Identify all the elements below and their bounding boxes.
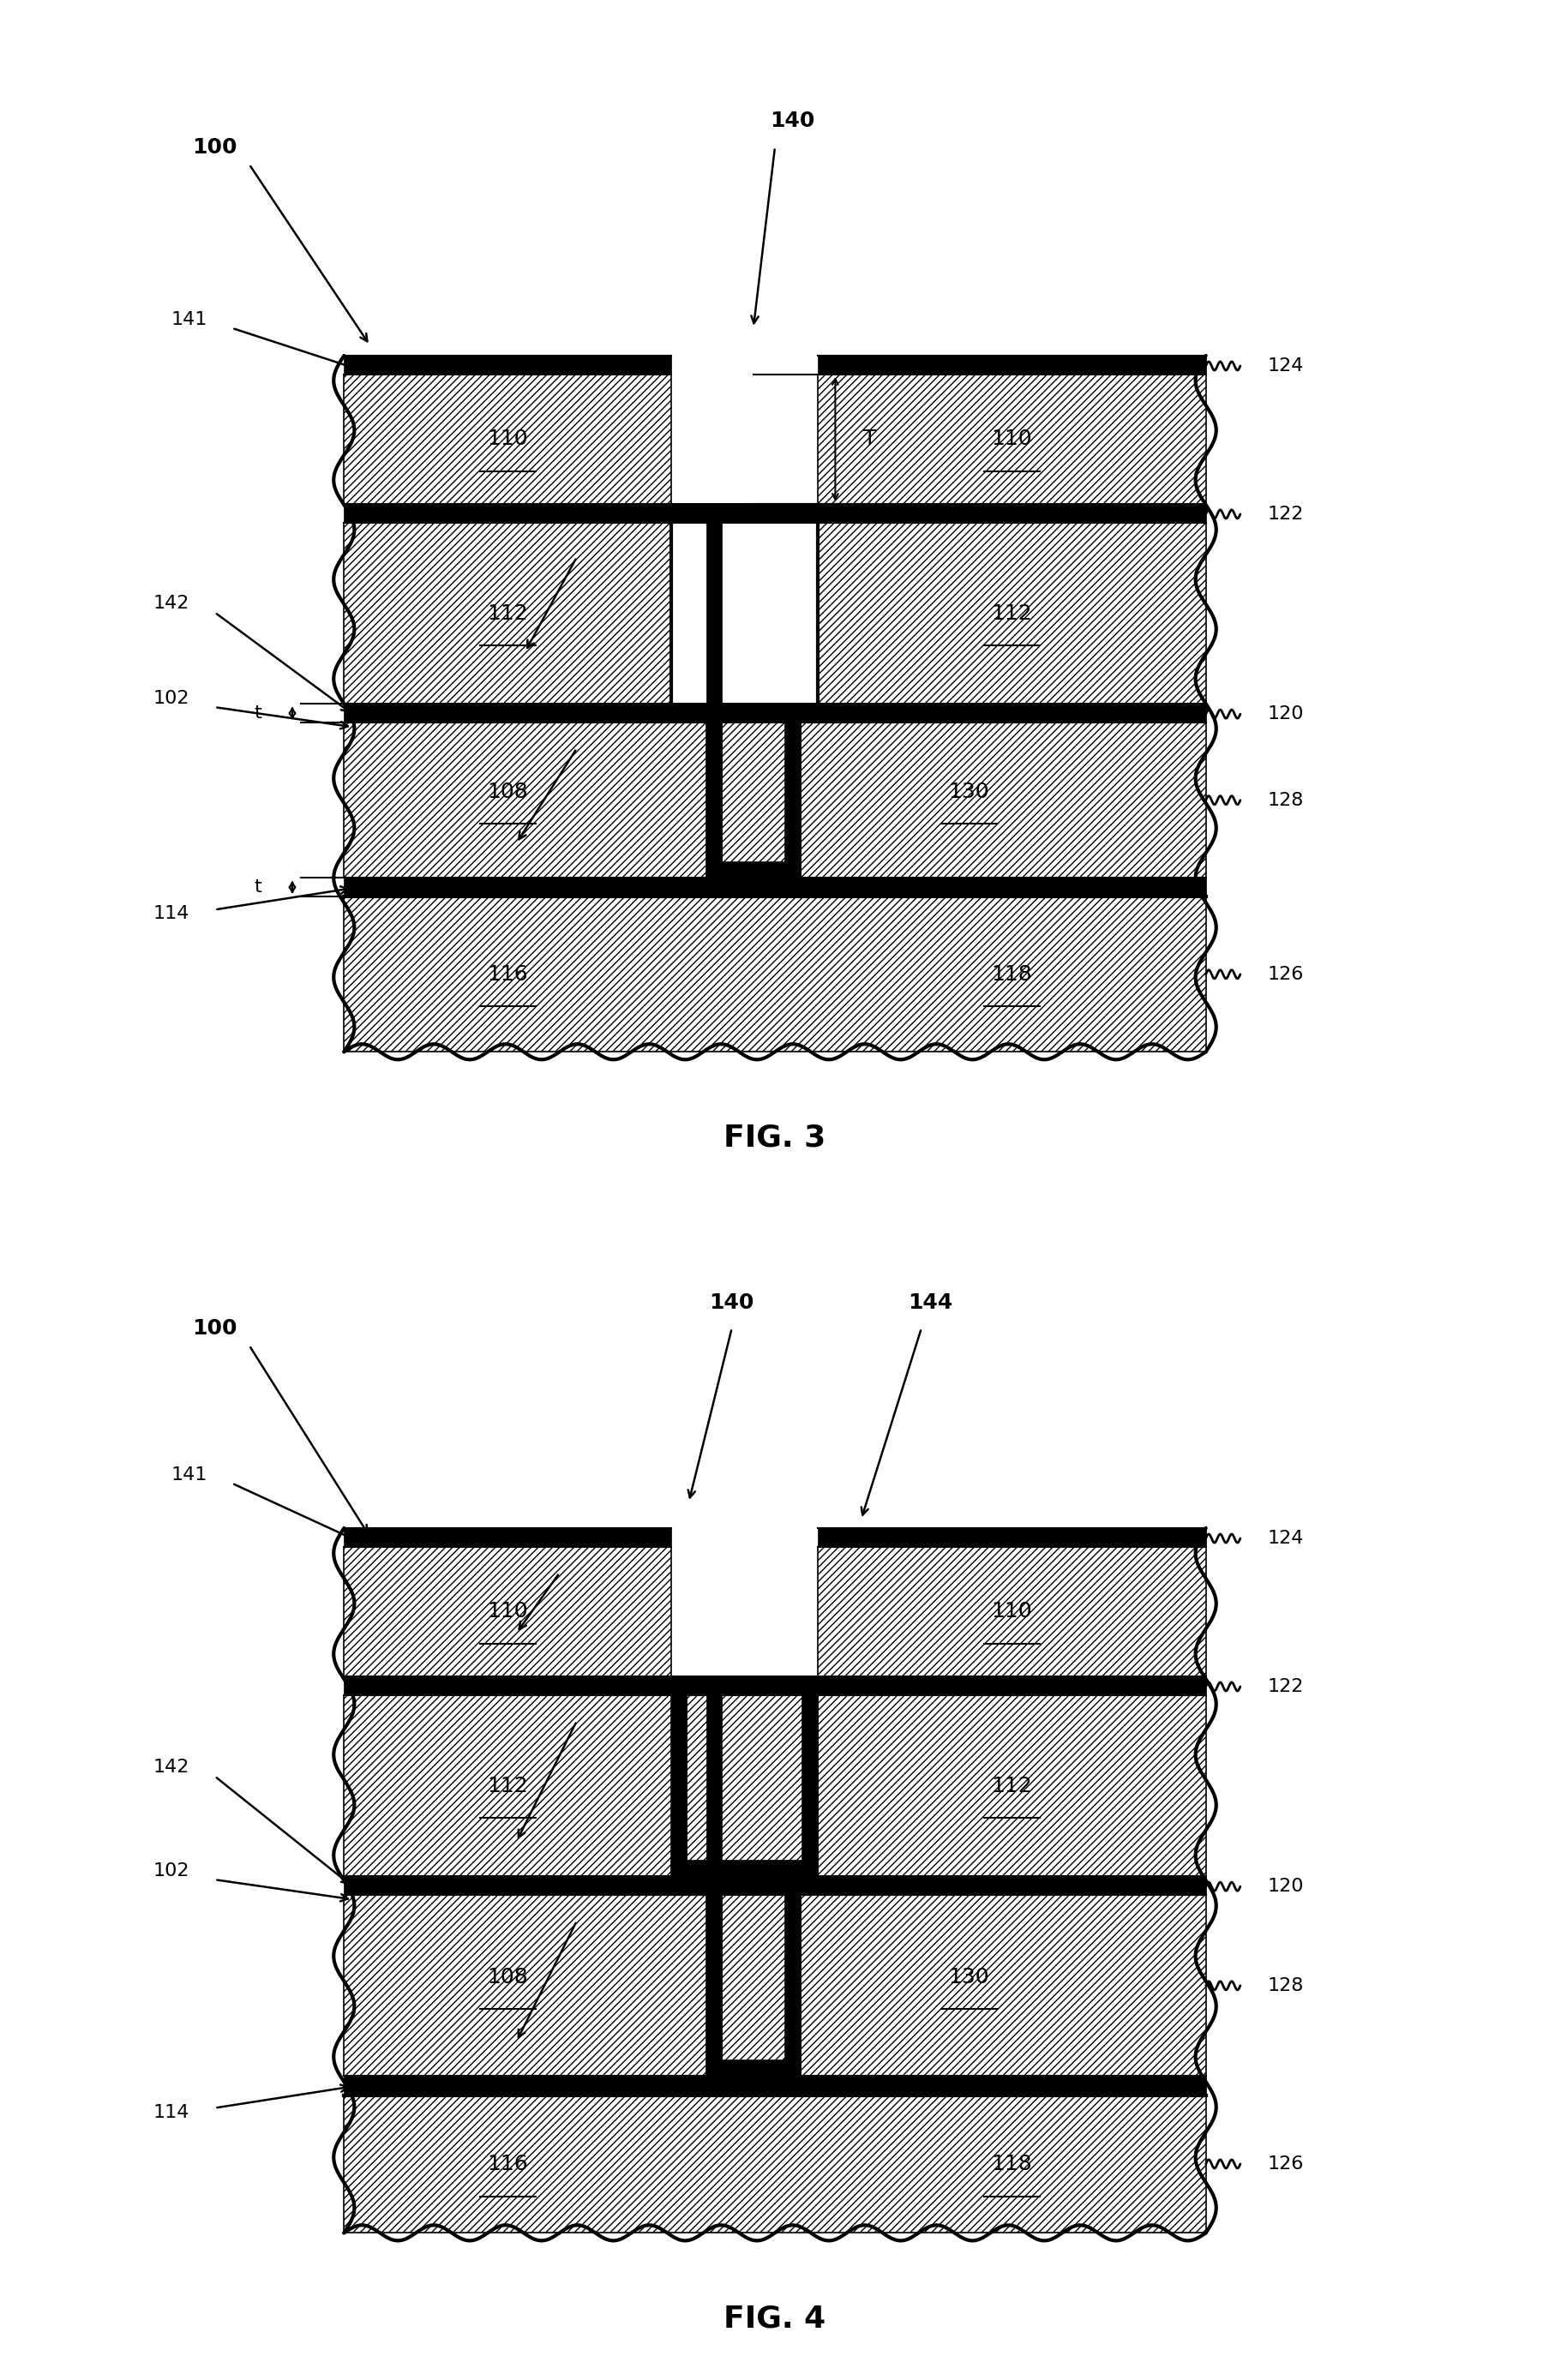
Bar [801,1861,802,1875]
Bar [785,724,801,878]
Bar [706,524,722,704]
Bar [344,1547,671,1676]
Text: 110: 110 [991,1602,1032,1621]
Bar [818,355,1205,374]
Bar [722,1894,785,2061]
Bar [344,1875,1205,1894]
Bar [801,1894,1205,2075]
Bar [722,724,785,862]
Text: 126: 126 [1267,966,1303,983]
Text: 126: 126 [1267,2156,1303,2173]
Bar [706,1676,722,2075]
Bar [344,1528,671,1547]
Bar [344,1894,706,2075]
Bar [671,1680,686,1875]
Bar [818,374,1205,505]
Bar [344,355,671,374]
Bar [344,2075,1205,2094]
Text: 120: 120 [1267,1878,1303,1894]
Text: 110: 110 [486,428,528,450]
Text: 130: 130 [948,1966,988,1987]
Bar [706,862,801,878]
Bar [801,724,1205,878]
Bar [686,1695,802,1861]
Bar [818,524,1205,704]
Text: 128: 128 [1267,793,1303,809]
Text: 130: 130 [948,781,988,802]
Bar [344,505,1205,524]
Bar [818,1695,1205,1875]
Text: 141: 141 [170,1466,208,1483]
Text: 124: 124 [1267,357,1303,374]
Bar [344,1695,671,1875]
Text: 112: 112 [991,602,1032,624]
Text: 114: 114 [153,2104,189,2121]
Text: 110: 110 [991,428,1032,450]
Text: 122: 122 [1267,1678,1303,1695]
Bar [344,524,671,704]
Text: 108: 108 [486,781,528,802]
Text: 122: 122 [1267,505,1303,524]
Text: t: t [254,704,262,721]
Text: 118: 118 [991,964,1032,985]
Bar [818,1528,1205,1547]
Text: 102: 102 [153,690,191,707]
Bar [344,2094,1205,2232]
Bar [802,1680,818,1875]
Text: 142: 142 [153,1759,189,1775]
Text: t: t [254,878,262,895]
Text: 140: 140 [709,1292,754,1314]
Text: FIG. 3: FIG. 3 [723,1123,826,1152]
Text: T: T [863,428,875,450]
Bar [344,704,1205,724]
Text: 116: 116 [486,964,528,985]
Text: 120: 120 [1267,704,1303,724]
Bar [344,897,1205,1052]
Text: 100: 100 [192,1319,237,1338]
Text: 141: 141 [170,312,208,328]
Bar [344,878,1205,897]
Text: 112: 112 [486,1775,528,1797]
Text: 118: 118 [991,2154,1032,2175]
Bar [344,1676,1205,1695]
Text: 110: 110 [486,1602,528,1621]
Bar [671,1861,818,1875]
Bar [706,2061,801,2075]
Bar [686,1861,706,1875]
Bar [344,724,706,878]
Text: 112: 112 [991,1775,1032,1797]
Text: FIG. 4: FIG. 4 [723,2304,826,2335]
Bar [344,374,671,505]
Text: 124: 124 [1267,1530,1303,1547]
Text: 128: 128 [1267,1978,1303,1994]
Text: 142: 142 [153,595,189,612]
Bar [818,1547,1205,1676]
Text: 140: 140 [770,112,815,131]
Text: 100: 100 [192,136,237,157]
Bar [785,1880,801,2075]
Text: 108: 108 [486,1966,528,1987]
Text: 144: 144 [908,1292,953,1314]
Text: 114: 114 [153,904,189,923]
Text: 102: 102 [153,1864,191,1880]
Text: 112: 112 [486,602,528,624]
Text: 116: 116 [486,2154,528,2175]
Bar [706,704,722,878]
